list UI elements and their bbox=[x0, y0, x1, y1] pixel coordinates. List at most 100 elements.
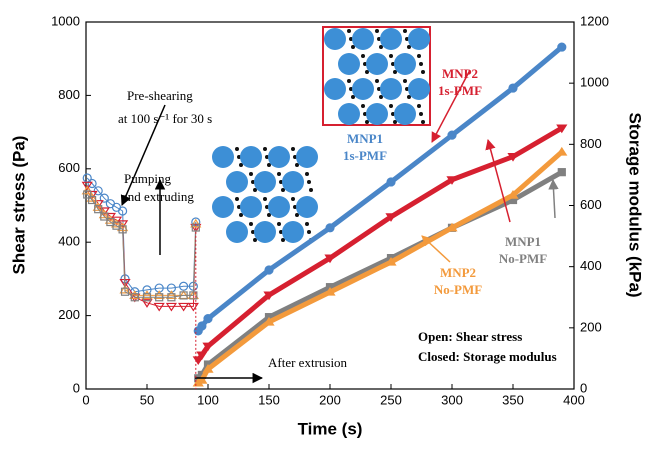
point bbox=[324, 254, 336, 264]
dot bbox=[349, 87, 353, 91]
series-label: MNP2 bbox=[440, 265, 476, 280]
dot bbox=[249, 172, 253, 176]
dot bbox=[351, 45, 355, 49]
dot bbox=[361, 54, 365, 58]
point bbox=[99, 193, 109, 203]
y-tick-label: 0 bbox=[73, 380, 80, 395]
dot bbox=[291, 197, 295, 201]
dot bbox=[391, 112, 395, 116]
particle bbox=[296, 196, 318, 218]
x-tick-label: 150 bbox=[258, 392, 280, 407]
y2-tick-label: 200 bbox=[580, 319, 602, 334]
point bbox=[153, 302, 165, 312]
point bbox=[81, 185, 93, 195]
point bbox=[203, 314, 213, 324]
particle bbox=[268, 196, 290, 218]
point bbox=[165, 290, 177, 300]
dot bbox=[389, 54, 393, 58]
particle bbox=[254, 221, 276, 243]
dot bbox=[347, 79, 351, 83]
point bbox=[202, 364, 214, 373]
point bbox=[557, 42, 567, 52]
dot bbox=[249, 222, 253, 226]
particle bbox=[268, 146, 290, 168]
dot bbox=[421, 120, 425, 124]
dot bbox=[361, 104, 365, 108]
series-label: MNP1 bbox=[505, 234, 541, 249]
x-tick-label: 0 bbox=[82, 392, 89, 407]
y-tick-label: 1000 bbox=[51, 13, 80, 28]
point bbox=[264, 265, 274, 275]
dot bbox=[307, 180, 311, 184]
x-tick-label: 350 bbox=[502, 392, 524, 407]
y-tick-label: 400 bbox=[58, 234, 80, 249]
dot bbox=[251, 180, 255, 184]
point bbox=[196, 375, 208, 384]
dot bbox=[407, 95, 411, 99]
particle bbox=[366, 53, 388, 75]
y-tick-label: 600 bbox=[58, 160, 80, 175]
dot bbox=[417, 54, 421, 58]
dot bbox=[253, 238, 257, 242]
point bbox=[165, 302, 177, 312]
point bbox=[507, 152, 519, 162]
point bbox=[263, 291, 275, 301]
series-label: 1s-PMF bbox=[343, 148, 387, 163]
particle bbox=[240, 196, 262, 218]
point bbox=[178, 302, 190, 312]
dot bbox=[389, 104, 393, 108]
annotation: After extrusion bbox=[268, 355, 348, 370]
point bbox=[324, 286, 336, 296]
dot bbox=[365, 120, 369, 124]
dot bbox=[419, 62, 423, 66]
point bbox=[83, 190, 92, 199]
particle bbox=[380, 78, 402, 100]
point bbox=[167, 293, 176, 302]
point bbox=[507, 189, 519, 199]
point bbox=[153, 290, 165, 300]
y2-tick-label: 400 bbox=[580, 258, 602, 273]
y2-axis-title: Storage modulus (kPa) bbox=[626, 112, 645, 297]
dot bbox=[305, 172, 309, 176]
point bbox=[189, 291, 198, 300]
point bbox=[386, 177, 396, 187]
dot bbox=[253, 188, 257, 192]
y2-tick-label: 1200 bbox=[580, 13, 609, 28]
point bbox=[190, 218, 202, 228]
x-tick-label: 400 bbox=[563, 392, 585, 407]
particle bbox=[296, 146, 318, 168]
particle bbox=[254, 171, 276, 193]
point bbox=[93, 186, 103, 196]
dot bbox=[265, 155, 269, 159]
x-tick-label: 50 bbox=[140, 392, 154, 407]
dot bbox=[295, 213, 299, 217]
point bbox=[556, 146, 568, 156]
dot bbox=[293, 155, 297, 159]
dot bbox=[293, 205, 297, 209]
point bbox=[81, 181, 93, 191]
series-label: MNP2 bbox=[442, 66, 478, 81]
point bbox=[92, 202, 104, 211]
point bbox=[141, 290, 153, 300]
point bbox=[120, 287, 130, 296]
arrow bbox=[431, 69, 471, 143]
dot bbox=[393, 70, 397, 74]
point bbox=[263, 316, 275, 326]
dot bbox=[347, 29, 351, 33]
dot bbox=[307, 230, 311, 234]
point bbox=[385, 213, 397, 222]
dot bbox=[377, 37, 381, 41]
dot bbox=[295, 163, 299, 167]
dot bbox=[417, 104, 421, 108]
point bbox=[117, 206, 128, 216]
dot bbox=[419, 112, 423, 116]
annotation: Open: Shear stress bbox=[418, 329, 522, 344]
dot bbox=[263, 147, 267, 151]
point bbox=[142, 293, 152, 302]
dot bbox=[291, 147, 295, 151]
particle bbox=[352, 78, 374, 100]
particle bbox=[282, 221, 304, 243]
dot bbox=[265, 205, 269, 209]
dot bbox=[237, 205, 241, 209]
